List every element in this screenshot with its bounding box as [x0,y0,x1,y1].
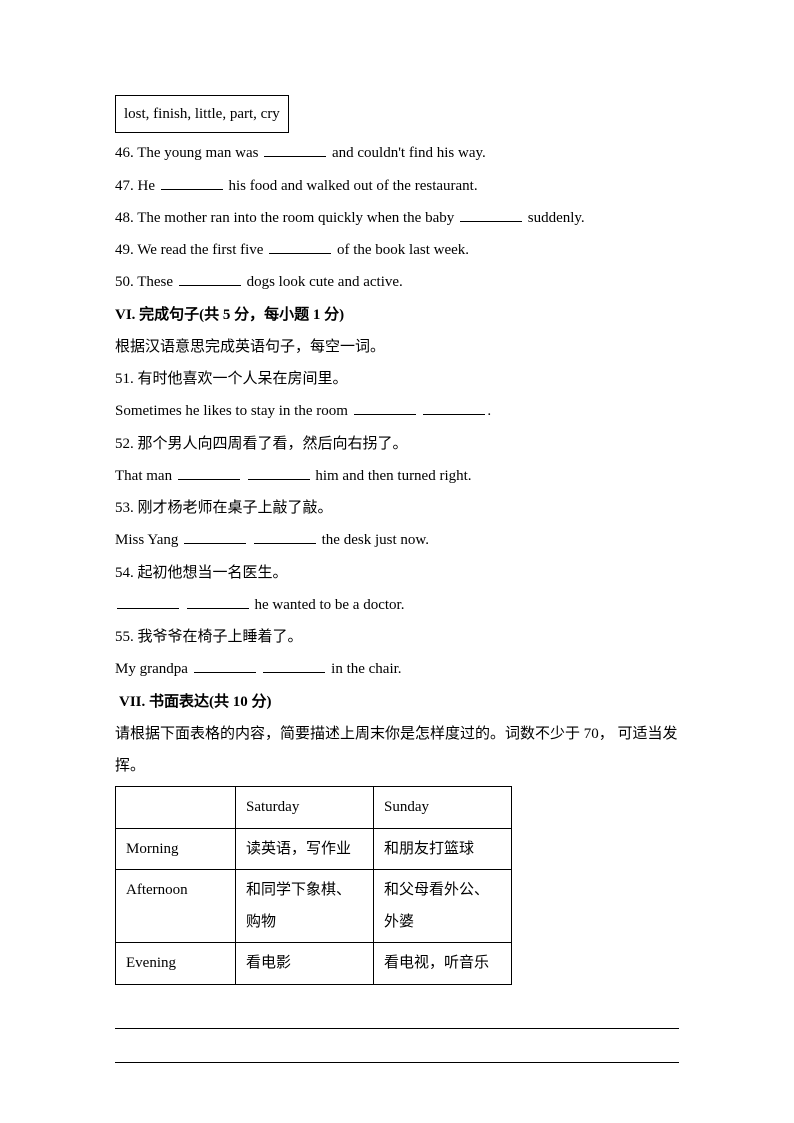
question-num: 50. [115,274,134,290]
blank-input[interactable] [254,530,316,544]
section-vi-instruction: 根据汉语意思完成英语句子，每空一词。 [115,331,679,363]
table-row: Evening 看电影 看电视，听音乐 [116,943,512,984]
question-text: . [487,403,491,419]
question-text: suddenly. [524,210,585,226]
question-52: 52. 那个男人向四周看了看，然后向右拐了。 [115,428,679,460]
question-chinese: 我爷爷在椅子上睡着了。 [138,629,303,645]
question-num: 49. [115,242,134,258]
question-text: dogs look cute and active. [243,274,403,290]
question-54: 54. 起初他想当一名医生。 [115,557,679,589]
section-vi-title: VI. 完成句子(共 5 分，每小题 1 分) [115,299,679,331]
question-text: Sometimes he likes to stay in the room [115,403,352,419]
blank-input[interactable] [178,466,240,480]
question-text: he wanted to be a doctor. [251,597,405,613]
blank-input[interactable] [184,530,246,544]
table-cell: Afternoon [116,869,236,943]
writing-line[interactable] [115,1031,679,1063]
question-text: him and then turned right. [312,468,472,484]
blank-input[interactable] [354,401,416,415]
table-cell: 读英语，写作业 [236,828,374,869]
blank-input[interactable] [179,272,241,286]
question-text: He [138,178,159,194]
table-header: Saturday [236,787,374,828]
question-53-eng: Miss Yang the desk just now. [115,524,679,556]
table-header [116,787,236,828]
section-vii-instruction: 请根据下面表格的内容，简要描述上周末你是怎样度过的。词数不少于 70， 可适当发… [115,718,679,783]
question-55-eng: My grandpa in the chair. [115,653,679,685]
blank-input[interactable] [269,240,331,254]
question-text: We read the first five [137,242,267,258]
question-47: 47. He his food and walked out of the re… [115,170,679,202]
table-row: Afternoon 和同学下象棋、购物 和父母看外公、外婆 [116,869,512,943]
writing-line[interactable] [115,997,679,1029]
question-chinese: 那个男人向四周看了看，然后向右拐了。 [138,436,408,452]
question-num: 53. [115,500,134,516]
table-cell: 看电视，听音乐 [374,943,512,984]
question-text: the desk just now. [318,532,429,548]
question-55: 55. 我爷爷在椅子上睡着了。 [115,621,679,653]
table-cell: 和朋友打篮球 [374,828,512,869]
question-num: 55. [115,629,134,645]
blank-input[interactable] [423,401,485,415]
table-cell: Evening [116,943,236,984]
question-text: The young man was [137,145,262,161]
question-51: 51. 有时他喜欢一个人呆在房间里。 [115,363,679,395]
blank-input[interactable] [264,143,326,157]
blank-input[interactable] [248,466,310,480]
question-48: 48. The mother ran into the room quickly… [115,202,679,234]
question-num: 47. [115,178,134,194]
question-chinese: 有时他喜欢一个人呆在房间里。 [138,371,348,387]
question-chinese: 起初他想当一名医生。 [138,565,288,581]
word-box-text: lost, finish, little, part, cry [124,106,280,122]
question-num: 54. [115,565,134,581]
question-num: 46. [115,145,134,161]
question-53: 53. 刚才杨老师在桌子上敲了敲。 [115,492,679,524]
blank-input[interactable] [194,659,256,673]
question-text: Miss Yang [115,532,182,548]
word-box: lost, finish, little, part, cry [115,95,289,133]
question-54-eng: he wanted to be a doctor. [115,589,679,621]
blank-input[interactable] [460,208,522,222]
table-cell: 和父母看外公、外婆 [374,869,512,943]
question-49: 49. We read the first five of the book l… [115,234,679,266]
section-vii-title: VII. 书面表达(共 10 分) [119,686,679,718]
blank-input[interactable] [117,595,179,609]
question-chinese: 刚才杨老师在桌子上敲了敲。 [138,500,333,516]
question-52-eng: That man him and then turned right. [115,460,679,492]
question-text: My grandpa [115,661,192,677]
question-text: in the chair. [327,661,401,677]
table-row: Morning 读英语，写作业 和朋友打篮球 [116,828,512,869]
question-num: 51. [115,371,134,387]
question-50: 50. These dogs look cute and active. [115,266,679,298]
question-text: and couldn't find his way. [328,145,486,161]
question-text: That man [115,468,176,484]
table-cell: 和同学下象棋、购物 [236,869,374,943]
blank-input[interactable] [263,659,325,673]
question-num: 52. [115,436,134,452]
question-51-eng: Sometimes he likes to stay in the room . [115,395,679,427]
question-num: 48. [115,210,134,226]
question-text: These [137,274,177,290]
table-header: Sunday [374,787,512,828]
blank-input[interactable] [161,176,223,190]
question-text: his food and walked out of the restauran… [225,178,478,194]
question-text: of the book last week. [333,242,469,258]
table-cell: 看电影 [236,943,374,984]
table-header-row: Saturday Sunday [116,787,512,828]
question-text: The mother ran into the room quickly whe… [137,210,458,226]
schedule-table: Saturday Sunday Morning 读英语，写作业 和朋友打篮球 A… [115,786,512,984]
question-46: 46. The young man was and couldn't find … [115,137,679,169]
table-cell: Morning [116,828,236,869]
blank-input[interactable] [187,595,249,609]
